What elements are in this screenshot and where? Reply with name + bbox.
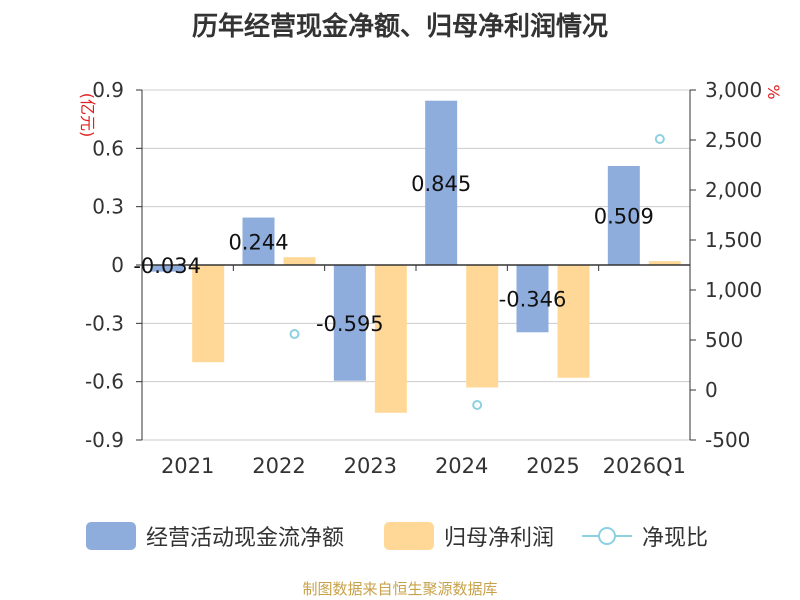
right-tick-label: 1,500	[705, 228, 762, 252]
right-tick-label: 3,000	[705, 78, 762, 102]
legend-item-operating-cash-flow[interactable]: 经营活动现金流净额	[86, 518, 344, 554]
legend-swatch-cash-ratio	[582, 522, 632, 550]
bar-net-profit	[374, 265, 407, 413]
data-source-note: 制图数据来自恒生聚源数据库	[302, 580, 498, 598]
bar-net-profit	[283, 257, 316, 265]
right-axis-unit-label: %	[764, 84, 783, 99]
legend-swatch-net-profit	[384, 522, 434, 550]
right-tick-label: 2,000	[705, 178, 762, 202]
scatter-point-cash-ratio	[472, 400, 483, 410]
legend-label-operating-cash-flow: 经营活动现金流净额	[146, 526, 345, 551]
left-axis-unit-label: (亿元)	[78, 93, 97, 138]
legend-item-cash-ratio[interactable]: 净现比	[582, 518, 708, 554]
bar-operating-cash-flow	[333, 265, 366, 381]
legend: 经营活动现金流净额 归母净利润 净现比	[0, 518, 800, 554]
chart-title: 历年经营现金净额、归母净利润情况	[191, 12, 608, 42]
scatter-point-cash-ratio	[289, 329, 300, 339]
right-tick-label: 1,000	[705, 278, 762, 302]
left-tick-label: 0.9	[92, 78, 124, 102]
bar-operating-cash-flow	[607, 166, 640, 265]
left-tick-label: 0	[111, 253, 124, 277]
data-label-operating-cash-flow: -0.346	[499, 288, 567, 312]
right-tick-label: 500	[705, 328, 743, 352]
data-label-operating-cash-flow: 0.509	[594, 205, 654, 229]
category-label: 2023	[344, 454, 397, 478]
left-tick-label: -0.9	[85, 428, 124, 452]
category-label: 2025	[526, 454, 579, 478]
legend-item-net-profit[interactable]: 归母净利润	[384, 518, 554, 554]
left-tick-label: -0.3	[85, 311, 124, 335]
legend-swatch-operating-cash-flow	[86, 522, 136, 550]
right-tick-label: 2,500	[705, 128, 762, 152]
left-tick-label: 0.3	[92, 195, 124, 219]
bar-net-profit	[466, 265, 499, 388]
scatter-point-cash-ratio	[654, 134, 665, 144]
right-tick-label: 0	[705, 378, 718, 402]
category-label: 2026Q1	[603, 454, 686, 478]
category-label: 2021	[161, 454, 214, 478]
bar-operating-cash-flow	[151, 265, 184, 272]
data-label-operating-cash-flow: -0.595	[316, 312, 384, 336]
right-tick-label: -500	[705, 428, 750, 452]
bar-net-profit	[192, 265, 225, 363]
left-tick-label: -0.6	[85, 370, 124, 394]
bar-operating-cash-flow	[242, 217, 275, 265]
data-label-operating-cash-flow: -0.034	[133, 254, 201, 278]
bar-net-profit	[648, 261, 681, 265]
legend-label-net-profit: 归母净利润	[444, 526, 555, 551]
bar-operating-cash-flow	[425, 100, 458, 265]
category-label: 2022	[252, 454, 305, 478]
data-label-operating-cash-flow: 0.845	[411, 172, 471, 196]
bar-operating-cash-flow	[516, 265, 549, 333]
data-label-operating-cash-flow: 0.244	[228, 230, 288, 254]
left-tick-label: 0.6	[92, 136, 124, 160]
legend-label-cash-ratio: 净现比	[642, 526, 709, 551]
bar-net-profit	[557, 265, 590, 378]
category-label: 2024	[435, 454, 488, 478]
